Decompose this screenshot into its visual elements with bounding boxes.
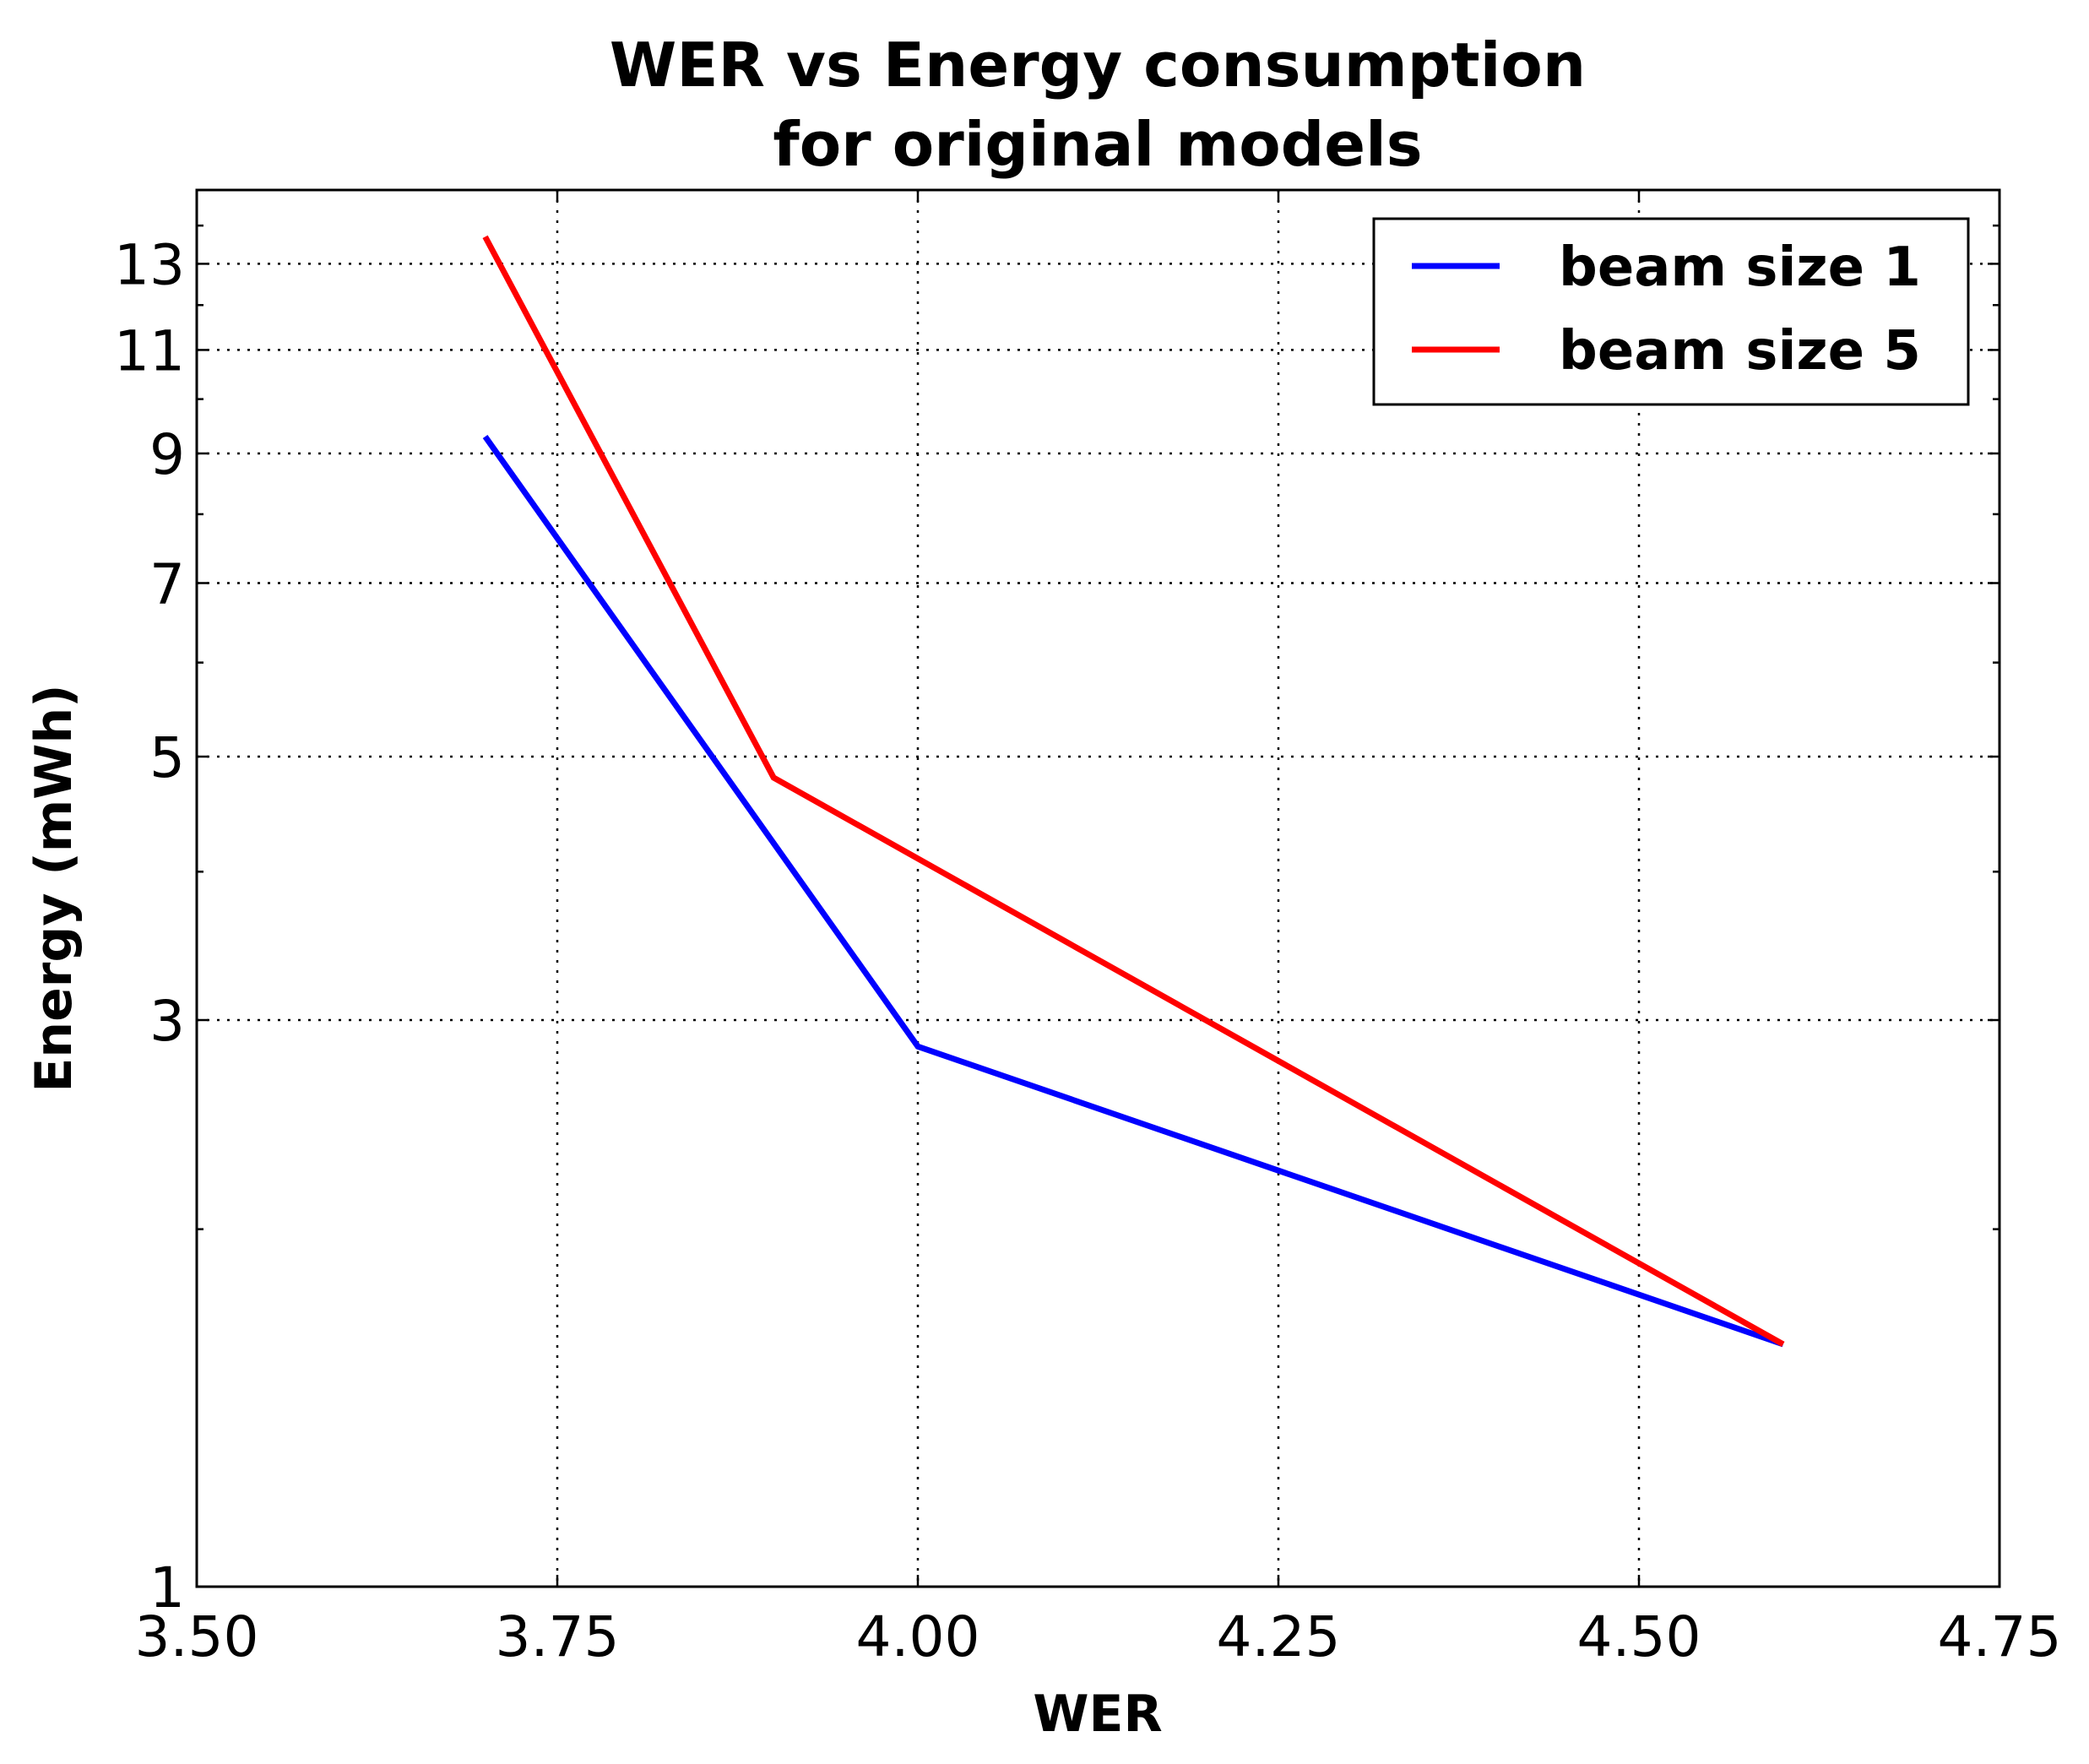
y-tick-label: 5 <box>149 725 185 790</box>
chart-title-line-2: for original models <box>773 109 1422 180</box>
series-group <box>482 235 1785 1348</box>
y-tick-label: 9 <box>149 422 185 487</box>
y-tick-label: 3 <box>149 989 185 1054</box>
y-tick-label: 11 <box>114 318 185 383</box>
legend: beam size 1 beam size 5 <box>1372 217 1970 406</box>
x-tick-label: 4.75 <box>1938 1604 2062 1669</box>
x-tick-label: 4.50 <box>1577 1604 1701 1669</box>
chart-title-line-1: WER vs Energy consumption <box>610 30 1586 100</box>
legend-label-beam-size-1: beam size 1 <box>1559 236 1921 299</box>
x-tick-labels: 3.50 3.75 4.00 4.25 4.50 4.75 <box>135 1604 2062 1669</box>
x-tick-label: 3.50 <box>135 1604 259 1669</box>
series-line-beam-size-1 <box>482 434 1784 1348</box>
y-axis-label: Energy (mWh) <box>24 684 84 1092</box>
y-tick-label: 1 <box>149 1555 185 1620</box>
legend-label-beam-size-5: beam size 5 <box>1559 320 1921 383</box>
y-tick-label: 7 <box>149 551 185 616</box>
x-tick-label: 3.75 <box>496 1604 620 1669</box>
x-tick-label: 4.25 <box>1217 1604 1341 1669</box>
series-line-beam-size-5 <box>482 235 1785 1347</box>
x-axis-label: WER <box>1033 1685 1162 1744</box>
y-tick-label: 13 <box>114 232 185 297</box>
x-tick-label: 4.00 <box>856 1604 980 1669</box>
plot-frame <box>195 188 2001 1588</box>
legend-box <box>1372 217 1970 406</box>
